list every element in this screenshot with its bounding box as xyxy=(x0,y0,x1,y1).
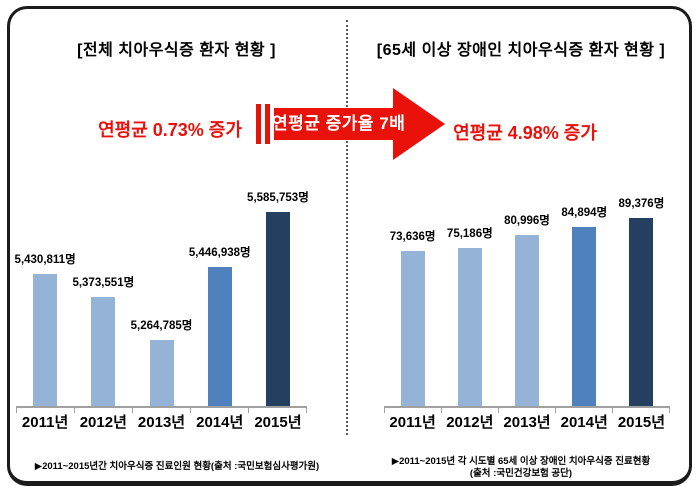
left-x-axis-labels: 2011년 2012년 2013년 2014년 2015년 xyxy=(16,411,307,431)
x-axis-label-2014년: 2014년 xyxy=(560,414,608,431)
rounded-border-frame xyxy=(7,6,692,486)
bar-value-label: 80,996명 xyxy=(504,215,550,227)
bar xyxy=(207,267,232,406)
axis-tick xyxy=(384,408,385,413)
bar-value-label: 89,376명 xyxy=(618,198,665,210)
bar xyxy=(629,218,654,406)
overall-bar-chart: 5,430,811명 5,373,551명 5,264,785명 5,446,938명… xyxy=(15,192,309,406)
growth-ratio-arrow-label: 연평균 증가율 7배 xyxy=(272,114,406,133)
bar xyxy=(149,340,174,406)
growth-ratio-arrow xyxy=(253,84,448,164)
x-axis-label-2015년: 2015년 xyxy=(254,414,302,431)
bar xyxy=(265,212,290,406)
bar-value-label: 5,430,811명 xyxy=(14,254,76,266)
axis-tick xyxy=(16,408,17,413)
left-source-note: ▶2011~2015년간 치아우식증 진료인원 현황(출처 :국민보험심사평가원… xyxy=(12,461,342,473)
bar xyxy=(572,227,597,406)
bar-value-label: 84,894명 xyxy=(561,207,608,219)
bar-value-label: 75,186명 xyxy=(446,228,493,240)
right-chart-title: [65세 이상 장애인 치아우식증 환자 현황 ] xyxy=(376,42,666,59)
axis-tick xyxy=(132,408,133,413)
bar-value-label: 73,636명 xyxy=(389,231,436,243)
bar xyxy=(91,297,116,406)
right-x-axis xyxy=(384,406,670,413)
bar-value-label: 5,264,785명 xyxy=(130,320,193,332)
bar-column-2011년: 5,430,811명 xyxy=(15,206,76,406)
axis-tick xyxy=(669,408,670,413)
axis-tick xyxy=(612,408,613,413)
x-axis-label-2014년: 2014년 xyxy=(196,414,244,431)
center-dashed-divider xyxy=(346,20,348,435)
right-arrow-icon xyxy=(256,88,445,160)
bar-column-2012년: 5,373,551명 xyxy=(72,206,134,406)
axis-tick xyxy=(498,408,499,413)
x-axis-label-2011년: 2011년 xyxy=(389,414,436,431)
bar-value-label: 5,373,551명 xyxy=(72,277,135,289)
bar xyxy=(515,235,539,406)
elderly-disabled-bar-chart: 73,636명 75,186명 80,996명 84,894명 89,376명 xyxy=(384,198,670,406)
x-axis-label-2013년: 2013년 xyxy=(503,414,551,431)
right-source-text-line1: ▶2011~2015년 각 시도별 65세 이상 장애인 치아우식증 진료현황 xyxy=(391,456,651,467)
right-source-note: ▶2011~2015년 각 시도별 65세 이상 장애인 치아우식증 진료현황 … xyxy=(352,456,690,479)
left-annual-growth-text: 연평균 0.73% 증가 xyxy=(98,120,242,140)
bar-column-2013년: 5,264,785명 xyxy=(131,206,192,406)
axis-tick xyxy=(190,408,191,413)
left-x-axis xyxy=(16,406,307,413)
bar-column-2015년: 89,376명 xyxy=(613,198,670,406)
axis-tick xyxy=(555,408,556,413)
x-axis-label-2012년: 2012년 xyxy=(79,414,127,431)
bar-column-2012년: 75,186명 xyxy=(441,206,498,406)
bar-value-label: 5,585,753명 xyxy=(247,192,309,204)
right-annual-growth-text: 연평균 4.98% 증가 xyxy=(453,123,597,143)
bar-column-2014년: 84,894명 xyxy=(556,206,613,406)
x-axis-label-2012년: 2012년 xyxy=(446,414,494,431)
bar xyxy=(457,248,482,406)
bar xyxy=(400,251,425,406)
bar-column-2015년: 5,585,753명 xyxy=(247,192,309,406)
x-axis-label-2011년: 2011년 xyxy=(21,414,69,431)
bar-column-2014년: 5,446,938명 xyxy=(189,206,251,406)
right-x-axis-labels: 2011년 2012년 2013년 2014년 2015년 xyxy=(384,411,670,431)
bar-value-label: 5,446,938명 xyxy=(188,247,251,259)
right-source-text-line2: (출처 :국민건강보험 공단) xyxy=(469,467,573,479)
left-chart-title: [전체 치아우식증 환자 현황 ] xyxy=(77,42,276,59)
x-axis-label-2013년: 2013년 xyxy=(137,414,186,431)
bar-column-2011년: 73,636명 xyxy=(384,206,441,406)
bar xyxy=(33,274,58,406)
axis-tick xyxy=(306,408,307,413)
bar-column-2013년: 80,996명 xyxy=(498,206,555,406)
axis-tick xyxy=(441,408,442,413)
x-axis-label-2015년: 2015년 xyxy=(617,414,665,431)
axis-tick xyxy=(248,408,249,413)
axis-tick xyxy=(74,408,75,413)
left-source-text: ▶2011~2015년간 치아우식증 진료인원 현황(출처 :국민보험심사평가원… xyxy=(34,461,320,472)
